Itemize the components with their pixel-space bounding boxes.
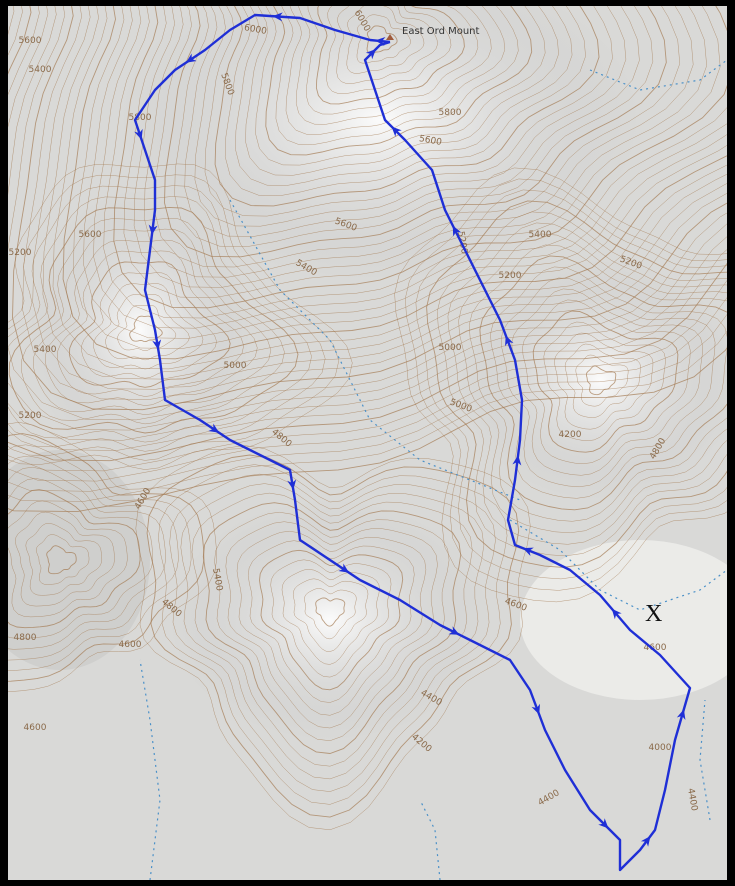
contour-label: 5600 — [79, 230, 102, 240]
contour-label: 5400 — [34, 345, 57, 355]
contour-label: 5000 — [224, 361, 247, 371]
contour-label: 5200 — [499, 271, 522, 281]
map: 6000600058005800580056005600560054005400… — [0, 0, 735, 886]
contour-label: 4200 — [559, 430, 582, 440]
contour-label: 5800 — [129, 113, 152, 123]
contour-label: 5400 — [29, 65, 52, 75]
contour-label: 5800 — [439, 108, 462, 118]
contour-label: 5000 — [439, 343, 462, 353]
contour-label: 5600 — [19, 36, 42, 46]
page: {"map": { "peak_label": "East Ord Mount"… — [0, 0, 735, 886]
contour-label: 4800 — [14, 633, 37, 643]
marker-x: X — [645, 601, 662, 627]
contour-label: 5400 — [529, 230, 552, 240]
map-area: 6000600058005800580056005600560054005400… — [0, 0, 735, 880]
contour-label: 4600 — [119, 640, 142, 650]
contour-label: 5200 — [19, 411, 42, 421]
contour-label: 4000 — [649, 743, 672, 753]
peak-label: East Ord Mount — [402, 26, 480, 37]
contour-label: 5200 — [9, 248, 32, 258]
contour-label: 4600 — [24, 723, 47, 733]
